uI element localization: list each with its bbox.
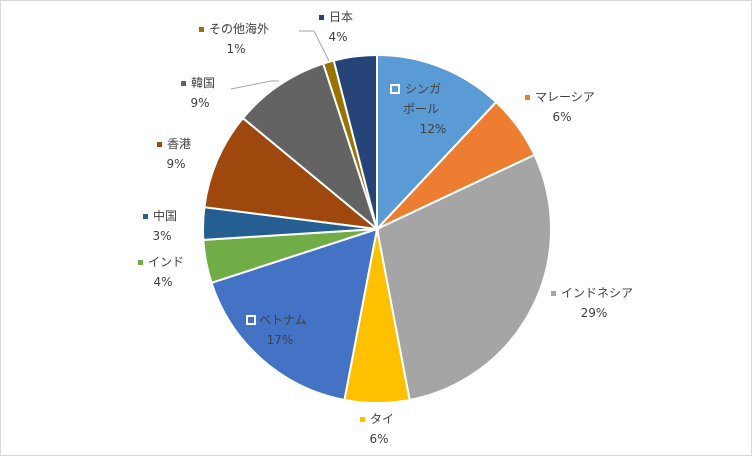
- percent-label-6: 4%: [153, 275, 172, 289]
- legend-key-6: [138, 260, 143, 265]
- data-label-4: タイ 6%: [360, 412, 394, 446]
- category-label-2: マレーシア: [535, 90, 595, 104]
- category-label-1: シンガポール: [403, 82, 441, 116]
- percent-label-5: 17%: [267, 333, 294, 347]
- pie-slice-1: [376, 53, 498, 232]
- percent-label-9: 9%: [190, 96, 209, 110]
- leader-line-other-overseas: [299, 30, 330, 62]
- legend-key-8: [157, 142, 162, 147]
- percent-label-10: 1%: [226, 42, 245, 56]
- data-label-5: ベトナム 17%: [246, 313, 307, 347]
- data-labels: シンガポール 12% マレーシア 6% インドネシア 29% タイ 6% ベトナム 17% インド 4…: [138, 10, 633, 446]
- data-label-11: 日本 4%: [319, 10, 353, 44]
- category-label-9: 韓国: [191, 76, 215, 90]
- pie-slices: [202, 53, 553, 405]
- category-label-6: インド: [148, 255, 184, 269]
- pie-slice-9: [241, 62, 380, 232]
- leader-lines: [230, 30, 330, 90]
- data-label-1: シンガポール 12%: [390, 82, 447, 136]
- leader-line-korea: [230, 80, 279, 90]
- data-label-8: 香港 9%: [157, 137, 191, 171]
- data-label-10: その他海外 1%: [199, 21, 269, 56]
- percent-label-3: 29%: [581, 306, 608, 320]
- pie-slice-3: [375, 153, 553, 402]
- legend-key-7: [143, 214, 148, 219]
- legend-key-1: [390, 84, 400, 94]
- legend-key-9: [181, 81, 186, 86]
- percent-label-1: 12%: [420, 122, 447, 136]
- percent-label-4: 6%: [369, 432, 388, 446]
- percent-label-7: 3%: [152, 229, 171, 243]
- data-label-3: インドネシア 29%: [551, 286, 633, 320]
- legend-key-2: [525, 95, 530, 100]
- legend-key-10: [199, 27, 204, 32]
- percent-label-2: 6%: [552, 110, 571, 124]
- percent-label-8: 9%: [166, 157, 185, 171]
- category-label-10: その他海外: [209, 21, 269, 36]
- category-label-8: 香港: [167, 137, 191, 151]
- legend-key-11: [319, 15, 324, 20]
- pie-slice-11: [332, 53, 378, 230]
- legend-key-4: [360, 417, 365, 422]
- pie-slice-5: [210, 227, 379, 402]
- data-label-9: 韓国 9%: [181, 76, 215, 110]
- legend-key-3: [551, 291, 556, 296]
- percent-label-11: 4%: [328, 30, 347, 44]
- category-label-7: 中国: [153, 208, 177, 223]
- data-label-2: マレーシア 6%: [525, 90, 595, 124]
- data-label-6: インド 4%: [138, 255, 184, 289]
- data-label-7: 中国 3%: [143, 208, 177, 243]
- legend-key-5: [246, 315, 256, 325]
- category-label-3: インドネシア: [561, 286, 633, 300]
- category-label-11: 日本: [329, 10, 353, 24]
- category-label-4: タイ: [370, 412, 394, 426]
- category-label-5: ベトナム: [259, 313, 307, 327]
- pie-slice-8: [203, 116, 381, 231]
